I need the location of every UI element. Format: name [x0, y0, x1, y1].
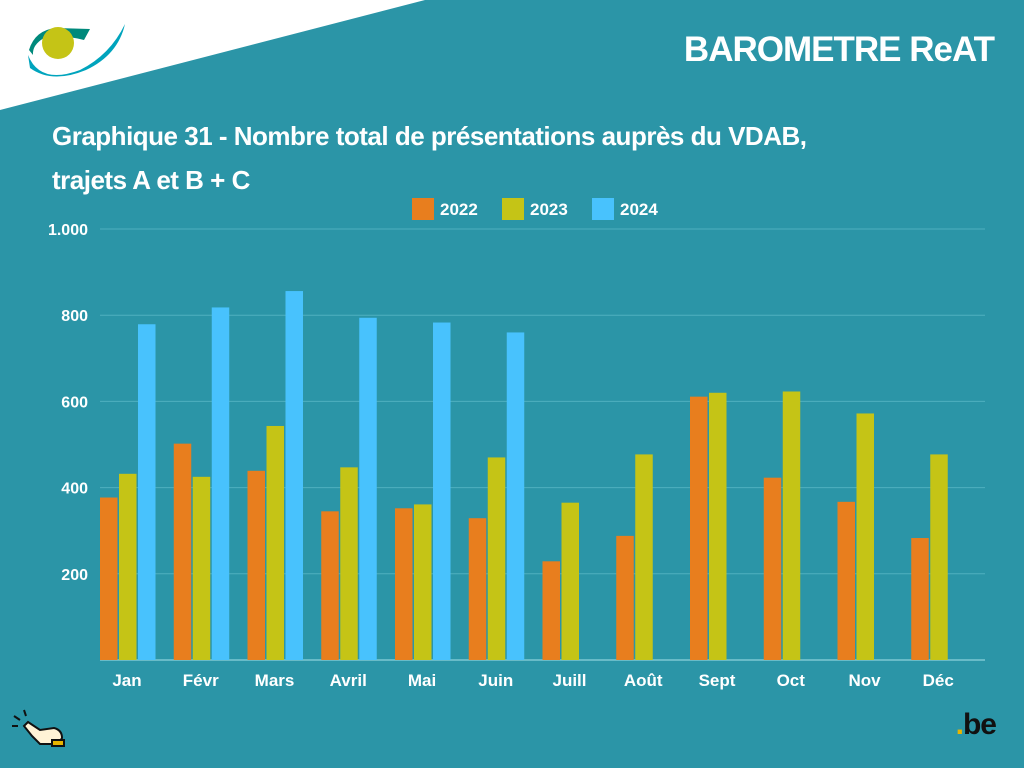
- bar-2022-Juin: [468, 518, 487, 660]
- x-tick-label: Jan: [112, 671, 141, 690]
- x-tick-label: Juin: [478, 671, 513, 690]
- bar-2022-Déc: [911, 538, 929, 660]
- bar-2024-Mai: [433, 322, 451, 660]
- bar-2024-Févr: [211, 307, 230, 660]
- bar-2022-Avril: [321, 511, 339, 660]
- bar-2022-Août: [616, 535, 634, 660]
- legend-label-2024: 2024: [620, 200, 658, 219]
- bar-2023-Avril: [340, 467, 358, 660]
- chart-title-line2: trajets A et B + C: [52, 165, 250, 195]
- bar-2023-Mars: [266, 425, 284, 660]
- chart-title-line1: Graphique 31 - Nombre total de présentat…: [52, 121, 807, 151]
- x-tick-label: Juill: [552, 671, 586, 690]
- bar-2022-Févr: [173, 443, 192, 660]
- logo-icon: [28, 24, 125, 77]
- x-tick-label: Avril: [330, 671, 367, 690]
- header-corner: [0, 0, 425, 110]
- y-tick-label: 600: [61, 394, 88, 411]
- be-logo: .be: [955, 708, 997, 741]
- bar-2023-Mai: [414, 504, 432, 660]
- x-tick-label: Nov: [848, 671, 881, 690]
- bar-2023-Déc: [930, 454, 948, 660]
- legend-swatch-2023: [502, 198, 524, 220]
- bar-2023-Jan: [119, 473, 137, 660]
- legend-swatch-2022: [412, 198, 434, 220]
- bar-2023-Juin: [487, 457, 506, 660]
- bar-2023-Sept: [709, 392, 727, 660]
- x-tick-label: Déc: [923, 671, 954, 690]
- bar-2022-Mai: [395, 508, 413, 660]
- bar-2022-Mars: [247, 470, 265, 660]
- bar-2023-Nov: [856, 413, 874, 660]
- pointing-hand-icon: [12, 709, 65, 747]
- bar-2024-Juin: [506, 332, 525, 660]
- x-tick-label: Mai: [408, 671, 436, 690]
- y-tick-label: 1.000: [48, 222, 88, 239]
- bar-2023-Juill: [561, 502, 579, 660]
- bar-2022-Jan: [100, 497, 118, 660]
- chart-title: Graphique 31 - Nombre total de présentat…: [52, 114, 992, 202]
- bar-2023-Août: [635, 454, 653, 660]
- bar-2024-Mars: [285, 291, 303, 660]
- x-tick-label: Sept: [699, 671, 736, 690]
- y-tick-label: 200: [61, 567, 88, 584]
- legend-label-2023: 2023: [530, 200, 568, 219]
- x-tick-label: Févr: [183, 671, 219, 690]
- x-tick-label: Oct: [777, 671, 806, 690]
- x-tick-label: Août: [624, 671, 663, 690]
- legend-swatch-2024: [592, 198, 614, 220]
- bar-2023-Oct: [782, 391, 801, 660]
- bar-2022-Oct: [763, 477, 782, 660]
- bar-2022-Nov: [837, 501, 855, 660]
- x-tick-label: Mars: [255, 671, 295, 690]
- y-tick-label: 800: [61, 308, 88, 325]
- brand-title: BAROMETRE ReAT: [683, 30, 995, 69]
- bar-2024-Avril: [359, 317, 377, 660]
- bar-2022-Sept: [690, 396, 708, 660]
- y-tick-label: 400: [61, 481, 88, 498]
- legend-label-2022: 2022: [440, 200, 478, 219]
- bar-2023-Févr: [192, 476, 211, 660]
- bar-2022-Juill: [542, 561, 560, 660]
- bar-2024-Jan: [138, 324, 156, 660]
